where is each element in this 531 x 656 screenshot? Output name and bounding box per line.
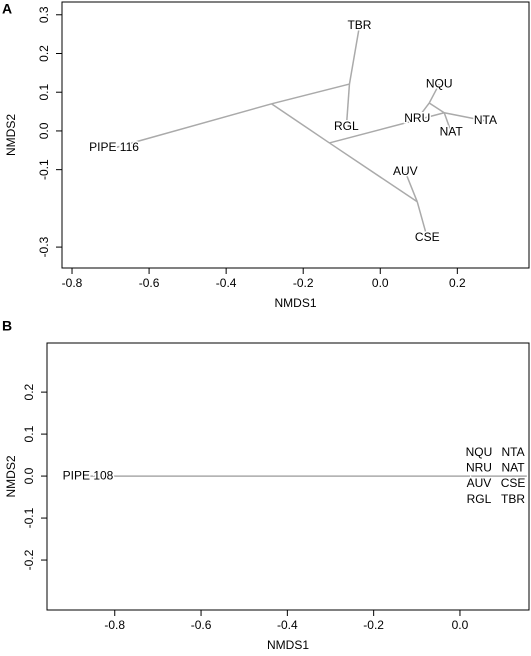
y-tick-label: 0.1 <box>37 84 51 101</box>
tip-label: NAT <box>501 460 525 474</box>
x-tick-label: -0.8 <box>104 618 125 632</box>
tip-label: NAT <box>440 124 464 138</box>
y-axis-label: NMDS2 <box>4 455 18 497</box>
x-tick-label: -0.2 <box>363 618 384 632</box>
tree-edge <box>329 112 445 144</box>
x-tick-label: 0.0 <box>452 618 469 632</box>
tree-edge <box>428 83 440 104</box>
y-tick-label: -0.1 <box>22 507 36 528</box>
tip-label: AUV <box>467 476 492 490</box>
tip-label: CSE <box>501 476 526 490</box>
tree-edge <box>416 102 430 120</box>
tree-edge <box>428 102 445 114</box>
x-tick-label: -0.6 <box>139 276 160 290</box>
tree-edge <box>271 83 350 105</box>
x-axis-label: NMDS1 <box>274 296 316 310</box>
y-tick-label: -0.1 <box>37 159 51 180</box>
tip-label: RGL <box>334 119 359 133</box>
plot-frame <box>61 1 530 269</box>
y-tick-label: 0.0 <box>37 122 51 139</box>
tree-edge <box>113 103 272 149</box>
y-tick-label: 0.2 <box>37 45 51 62</box>
tree-edge <box>444 112 486 122</box>
tree-edge <box>345 84 351 128</box>
tip-label: NRU <box>466 460 492 474</box>
tree-edge <box>404 171 418 203</box>
tip-label: NTA <box>474 113 497 127</box>
y-tick-label: -0.3 <box>37 236 51 257</box>
y-tick-label: 0.0 <box>22 467 36 484</box>
tip-label: NTA <box>501 445 524 459</box>
y-tick-label: 0.3 <box>37 6 51 23</box>
tree-edge <box>328 142 418 203</box>
x-tick-label: 0.2 <box>449 276 466 290</box>
y-tick-label: 0.1 <box>22 425 36 442</box>
tree-edge <box>348 25 361 85</box>
tip-label: CSE <box>415 230 440 244</box>
tree-edge <box>443 112 452 133</box>
y-axis-label: NMDS2 <box>4 114 18 156</box>
panel-label: B <box>2 318 12 334</box>
x-tick-label: -0.6 <box>191 618 212 632</box>
tip-label: PIPE 116 <box>89 140 139 154</box>
tip-label: AUV <box>393 164 418 178</box>
x-tick-label: -0.8 <box>62 276 83 290</box>
x-tick-label: -0.4 <box>216 276 237 290</box>
tip-label: TBR <box>501 492 525 506</box>
tree-edge <box>271 103 330 144</box>
tree-edge <box>416 201 428 239</box>
x-tick-label: -0.2 <box>293 276 314 290</box>
tip-label: NQU <box>466 445 493 459</box>
tip-label: PIPE 108 <box>63 468 114 482</box>
tip-label: NQU <box>426 76 453 90</box>
x-axis-label: NMDS1 <box>267 638 309 652</box>
tip-label: NRU <box>404 111 430 125</box>
panel-label: A <box>2 1 12 17</box>
y-tick-label: -0.2 <box>22 549 36 570</box>
tip-label: RGL <box>467 492 492 506</box>
y-tick-label: 0.2 <box>22 383 36 400</box>
x-tick-label: -0.4 <box>277 618 298 632</box>
x-tick-label: 0.0 <box>372 276 389 290</box>
tip-label: TBR <box>347 18 371 32</box>
